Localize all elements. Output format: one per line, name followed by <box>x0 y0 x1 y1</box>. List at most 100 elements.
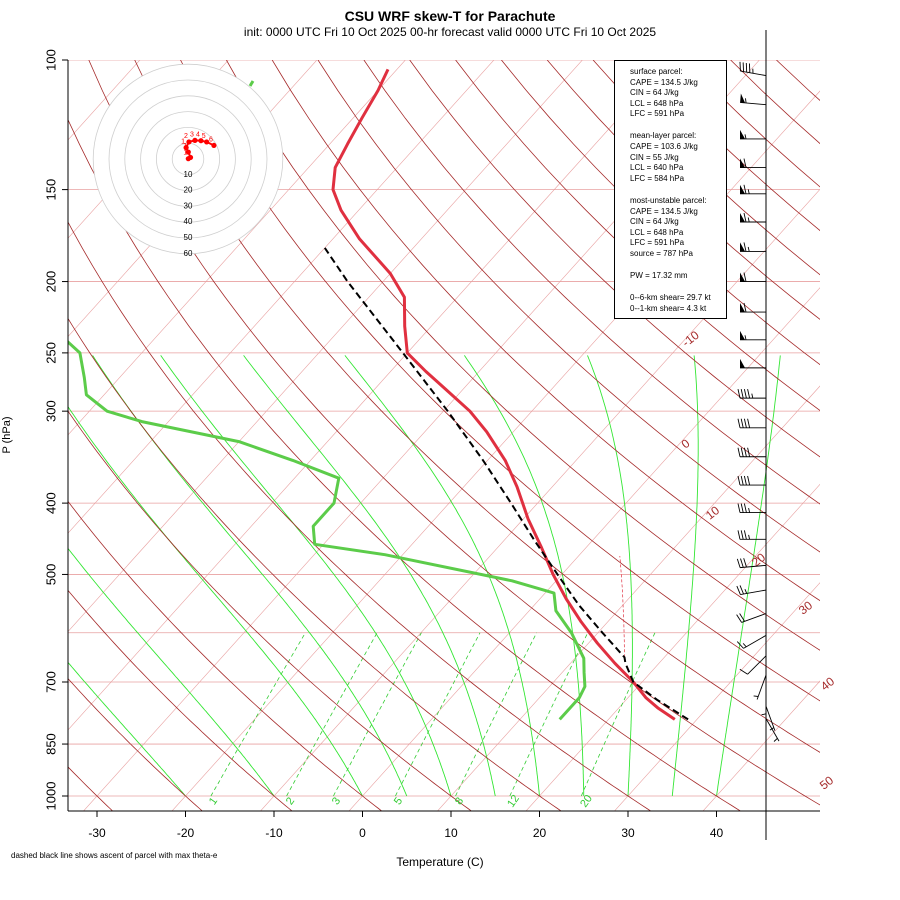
mixing-ratio-line <box>395 632 481 797</box>
wind-barb-feather <box>743 418 747 428</box>
hodograph-ring-label: 10 <box>184 170 193 179</box>
dry-adiabat-line <box>455 60 820 412</box>
mixing-ratio-line <box>580 632 656 797</box>
stats-line: LCL = 648 hPa <box>630 227 684 237</box>
hodograph-point-label: 1 <box>183 150 187 157</box>
y-tick-label: 700 <box>43 671 58 693</box>
wind-barb <box>737 475 766 486</box>
hodograph-point-label: 2 <box>184 133 188 140</box>
wind-barb-feather <box>743 302 747 313</box>
wind-barb-pennant <box>740 93 746 103</box>
wind-barb-staff <box>756 674 767 700</box>
hodograph-ring-label: 40 <box>184 217 193 226</box>
stats-line: mean-layer parcel: <box>630 131 697 141</box>
wind-barb-staff <box>765 718 780 742</box>
wind-barb-feather <box>743 558 747 568</box>
wind-barbs <box>736 30 780 840</box>
wind-barb-half-feather <box>773 738 778 742</box>
dewpoint-tick <box>248 80 255 87</box>
wind-barb-staff <box>740 564 767 569</box>
x-tick-label: 30 <box>621 826 635 840</box>
stats-line: CIN = 55 J/kg <box>630 152 679 162</box>
wind-barb-feather <box>737 475 741 486</box>
wind-barb-feather <box>740 418 744 428</box>
parcel-stats-box: surface parcel: CAPE = 134.5 J/kg CIN = 64… <box>614 60 727 319</box>
mixing-ratio-label: 2 <box>284 795 297 807</box>
wind-barb-half-feather <box>744 134 747 140</box>
moist-adiabat-line <box>716 355 781 797</box>
wind-barb-feather <box>740 503 744 513</box>
mixing-ratio-label: 12 <box>505 793 522 810</box>
stats-line: LCL = 640 hPa <box>630 163 684 173</box>
wind-barb-feather <box>737 389 741 399</box>
wind-barb-feather <box>743 212 747 223</box>
dry-adiabat-line <box>68 221 652 811</box>
hodograph-ring <box>108 79 268 239</box>
wind-barb-feather <box>747 389 751 399</box>
isotherm-line <box>614 582 820 811</box>
wind-barb-staff <box>740 589 767 595</box>
dry-adiabat-line <box>134 60 820 753</box>
wind-barb-feather <box>736 585 741 595</box>
wind-barb-feather <box>736 558 741 568</box>
wind-barb-half-feather <box>761 713 767 716</box>
y-tick-label: 1000 <box>43 782 58 811</box>
moist-adiabat-line <box>671 355 699 797</box>
wind-barb-half-feather <box>747 246 750 252</box>
wind-barb <box>740 272 766 283</box>
wind-barb-pennant <box>740 330 745 340</box>
hodograph-ring-label: 30 <box>184 201 193 210</box>
dewpoint-profile <box>68 339 587 721</box>
wind-barb-pennant <box>740 212 745 222</box>
isotherm-line <box>68 60 495 534</box>
wind-barb-feather <box>737 530 741 540</box>
wind-barb-feather <box>747 418 751 428</box>
stats-line: LCL = 648 hPa <box>630 98 684 108</box>
wind-barb <box>761 690 767 717</box>
wind-barb <box>740 93 767 106</box>
chart-subtitle: init: 0000 UTC Fri 10 Oct 2025 00-hr for… <box>243 25 657 39</box>
wind-barb-feather <box>743 272 747 282</box>
stats-line: 0--6-km shear= 29.7 kt <box>630 293 711 303</box>
dry-adiabat-line <box>317 60 820 553</box>
wind-barb-pennant <box>740 242 745 252</box>
wind-barb-half-feather <box>747 217 750 223</box>
moist-adiabat-line <box>68 547 275 797</box>
wind-barb-feather <box>740 530 744 540</box>
dry-adiabat-line <box>226 60 820 651</box>
stats-line: CAPE = 134.5 J/kg <box>630 77 698 87</box>
wind-barb-feather <box>743 184 747 194</box>
chart-title: CSU WRF skew-T for Parachute <box>344 8 556 24</box>
wind-barb-pennant <box>740 129 745 139</box>
dry-adiabat-label: 10 <box>703 503 722 522</box>
wind-barb <box>737 447 766 458</box>
footnote: dashed black line shows ascent of parcel… <box>11 851 218 860</box>
dry-adiabat-label: 0 <box>679 436 693 451</box>
moist-adiabat-line <box>68 661 186 797</box>
dry-adiabat-label: 40 <box>818 674 837 693</box>
wind-barb-half-feather <box>742 643 747 648</box>
hodograph-point <box>185 149 191 155</box>
wind-barb-half-feather <box>745 98 747 103</box>
y-tick-label: 300 <box>43 400 58 422</box>
dry-adiabat-line <box>776 60 820 101</box>
mixing-ratio-line <box>286 632 378 797</box>
dry-adiabat-line <box>68 500 383 811</box>
wind-barb <box>740 302 766 313</box>
mixing-ratio-label: 20 <box>578 793 595 810</box>
dry-adiabat-line <box>68 118 742 811</box>
y-tick-label: 850 <box>43 733 58 755</box>
wind-barb <box>740 129 766 140</box>
wind-barb-feather <box>743 447 747 457</box>
moist-adiabat-line <box>92 355 408 797</box>
wind-barb <box>740 330 766 341</box>
wind-barb-staff <box>741 613 767 623</box>
dry-adiabat-line <box>730 60 820 145</box>
wind-barb-feather <box>736 614 742 623</box>
wind-barb <box>737 503 766 514</box>
isotherm-line <box>260 188 820 811</box>
wind-barb <box>753 674 767 700</box>
wind-barb-feather <box>740 558 744 568</box>
wind-barb-staff <box>747 655 767 675</box>
